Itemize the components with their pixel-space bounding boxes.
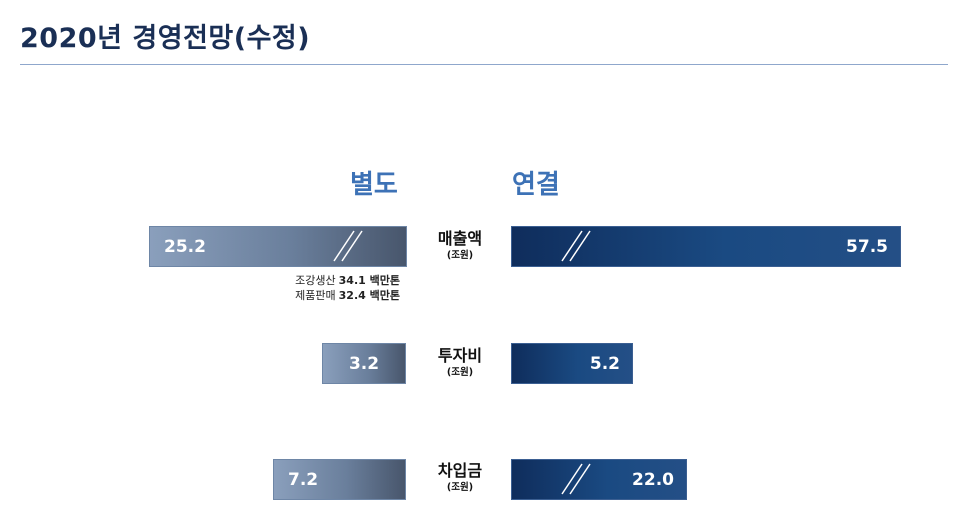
production-note: 조강생산 34.1 백만톤 [295, 273, 400, 288]
bar-consolidated-revenue: 57.5 [511, 226, 901, 267]
axis-break-icon [561, 463, 591, 495]
bar-value-label: 25.2 [164, 236, 206, 257]
axis-break-icon [333, 230, 363, 262]
bar-consolidated-capex: 5.2 [511, 343, 633, 384]
title-rule [20, 64, 948, 65]
bar-value-label: 5.2 [589, 353, 620, 374]
bar-separate-debt: 7.2 [273, 459, 406, 500]
bar-value-label: 3.2 [348, 353, 380, 374]
header-separate: 별도 [350, 170, 398, 200]
bar-separate-revenue: 25.2 [149, 226, 407, 267]
metric-name: 투자비 [437, 346, 483, 365]
sales-note: 제품판매 32.4 백만톤 [295, 288, 400, 303]
axis-break-icon [561, 230, 591, 262]
metric-label-capex: 투자비 (조원) [420, 346, 500, 379]
metric-unit: (조원) [446, 367, 474, 378]
metric-name: 매출액 [437, 229, 483, 248]
bar-separate-capex: 3.2 [322, 343, 406, 384]
bar-value-label: 22.0 [632, 469, 674, 490]
note-label: 제품판매 [295, 289, 336, 302]
page-title: 2020년 경영전망(수정) [20, 23, 311, 54]
bar-value-label: 7.2 [288, 469, 319, 490]
metric-name: 차입금 [437, 461, 483, 480]
note-value: 32.4 백만톤 [338, 289, 400, 302]
note-label: 조강생산 [295, 274, 336, 287]
note-value: 34.1 백만톤 [338, 274, 400, 287]
metric-label-revenue: 매출액 (조원) [420, 229, 500, 262]
bar-value-label: 57.5 [846, 236, 888, 257]
metric-unit: (조원) [446, 482, 474, 493]
bar-consolidated-debt: 22.0 [511, 459, 687, 500]
header-consolidated: 연결 [512, 170, 560, 200]
metric-label-debt: 차입금 (조원) [420, 461, 500, 494]
metric-unit: (조원) [446, 250, 474, 261]
